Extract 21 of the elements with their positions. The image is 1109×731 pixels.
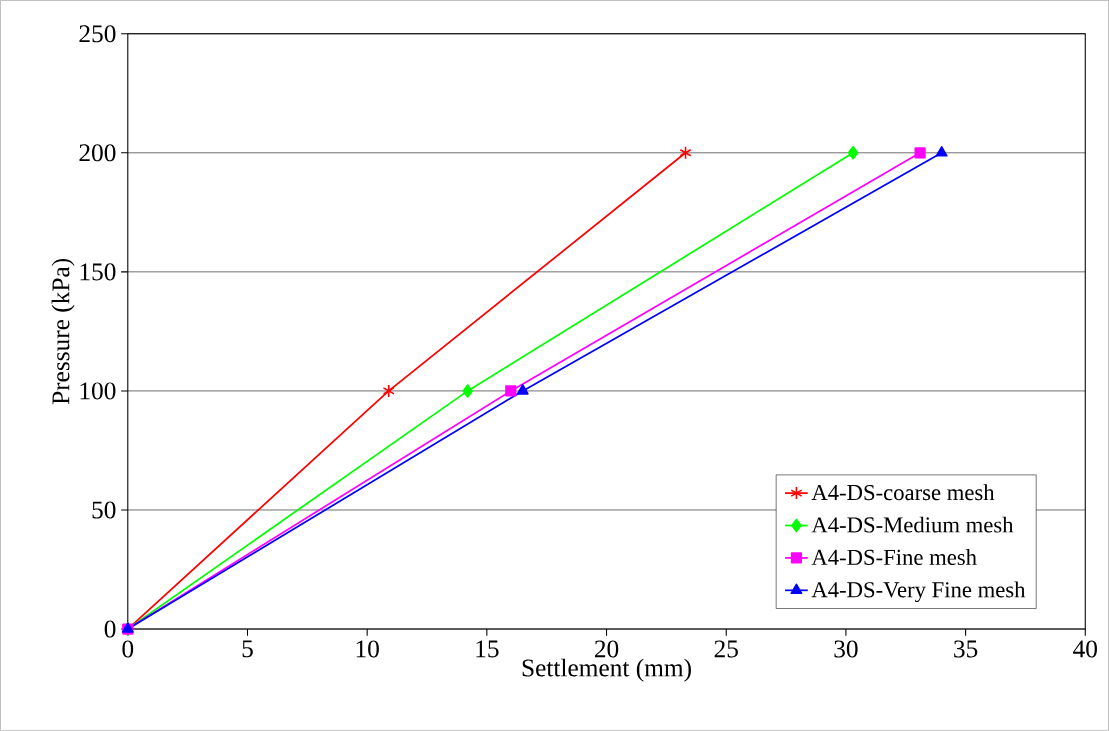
x-tick-label: 15	[476, 640, 499, 658]
x-tick-label: 20	[594, 640, 619, 658]
x-tick-label: 10	[356, 640, 379, 658]
legend-label: A4-DS-Medium mesh	[811, 516, 1014, 533]
x-tick-label: 0	[122, 640, 134, 658]
x-tick-label: 40	[1073, 640, 1097, 658]
y-tick-label: 250	[79, 25, 116, 43]
y-tick-label: 50	[92, 501, 116, 519]
y-tick-label: 100	[80, 382, 116, 400]
x-tick-label: 30	[834, 640, 858, 658]
legend-label: A4-DS-Fine mesh	[811, 549, 977, 566]
x-tick-label: 5	[242, 640, 253, 658]
x-tick-label: 25	[714, 640, 738, 658]
legend-label: A4-DS-coarse mesh	[811, 484, 995, 501]
x-tick-label: 35	[954, 640, 978, 658]
y-tick-label: 0	[104, 620, 116, 638]
y-axis-title: Pressure (kPa)	[51, 259, 75, 405]
legend-label: A4-DS-Very Fine mesh	[811, 581, 1026, 603]
y-tick-label: 150	[80, 263, 116, 281]
x-axis-title: Settlement (mm)	[522, 658, 691, 682]
y-tick-label: 200	[79, 144, 116, 162]
